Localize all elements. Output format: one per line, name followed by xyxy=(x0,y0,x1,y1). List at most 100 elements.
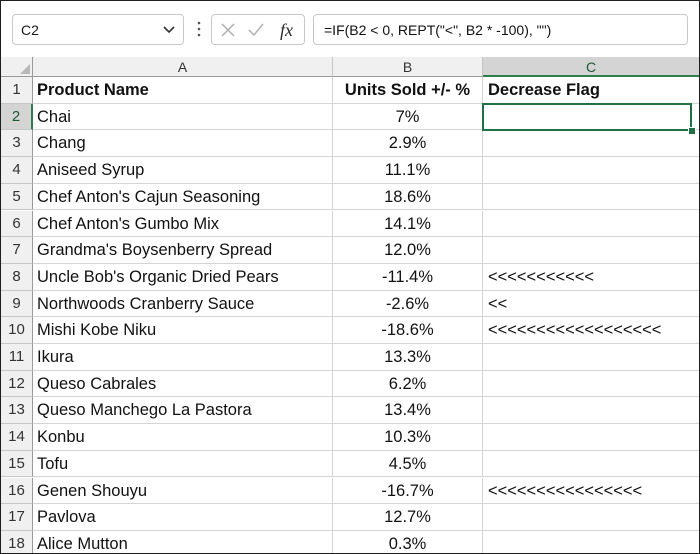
table-row: 10 Mishi Kobe Niku -18.6% <<<<<<<<<<<<<<<<<… xyxy=(1,317,699,344)
column-header-b[interactable]: B xyxy=(333,57,483,77)
row-header[interactable]: 14 xyxy=(1,424,33,451)
select-all-button[interactable] xyxy=(1,57,33,77)
cell-units-sold[interactable]: 4.5% xyxy=(333,450,483,478)
cell-product-name[interactable]: Product Name xyxy=(33,77,333,104)
cell-product-name[interactable]: Konbu xyxy=(33,424,333,451)
column-header-c[interactable]: C xyxy=(483,57,699,77)
fill-handle[interactable] xyxy=(688,127,696,135)
row-header[interactable]: 4 xyxy=(1,157,33,184)
row-header[interactable]: 17 xyxy=(1,504,33,531)
cell-product-name[interactable]: Chef Anton's Cajun Seasoning xyxy=(33,183,333,211)
cell-decrease-flag[interactable]: <<<<<<<<<<<<<<<< xyxy=(483,478,699,505)
cell-product-name[interactable]: Genen Shouyu xyxy=(33,477,333,505)
cell-units-sold[interactable]: 13.3% xyxy=(333,344,483,371)
cell-product-name[interactable]: Northwoods Cranberry Sauce xyxy=(33,290,333,318)
cell-decrease-flag[interactable] xyxy=(483,344,699,371)
cell-decrease-flag[interactable]: <<<<<<<<<<<<<<<<<< xyxy=(483,317,699,344)
cancel-icon[interactable] xyxy=(220,22,236,38)
cell-decrease-flag[interactable]: << xyxy=(483,291,699,318)
row-header[interactable]: 11 xyxy=(1,344,33,371)
worksheet-grid: A B C 1 Product Name Units Sold +/- % Decre… xyxy=(1,57,699,553)
cell-units-sold[interactable]: 18.6% xyxy=(333,183,483,211)
cell-units-sold[interactable]: 14.1% xyxy=(333,210,483,238)
cell-decrease-flag[interactable]: <<<<<<<<<<< xyxy=(483,264,699,291)
cell-units-sold[interactable]: 12.0% xyxy=(333,237,483,264)
cell-product-name[interactable]: Grandma's Boysenberry Spread xyxy=(33,237,333,264)
cell-units-sold[interactable]: 0.3% xyxy=(333,530,483,553)
table-row: 11 Ikura 13.3% xyxy=(1,344,699,371)
cell-units-sold[interactable]: 11.1% xyxy=(333,157,483,184)
cell-units-sold[interactable]: -18.6% xyxy=(333,317,483,344)
cell-decrease-flag[interactable] xyxy=(483,451,699,478)
cell-decrease-flag[interactable] xyxy=(483,184,699,211)
cell-decrease-flag[interactable] xyxy=(483,424,699,451)
cell-decrease-flag[interactable] xyxy=(483,157,699,184)
cell-decrease-flag[interactable] xyxy=(483,237,699,264)
cell-decrease-flag[interactable]: Decrease Flag xyxy=(483,77,699,104)
cell-units-sold[interactable]: 7% xyxy=(333,103,483,131)
select-all-icon xyxy=(20,64,30,74)
row-header[interactable]: 15 xyxy=(1,450,33,478)
name-box-value: C2 xyxy=(21,22,39,38)
table-row: 13 Queso Manchego La Pastora 13.4% xyxy=(1,397,699,425)
cell-decrease-flag[interactable] xyxy=(483,531,699,553)
table-row: 4 Aniseed Syrup 11.1% xyxy=(1,157,699,184)
cell-product-name[interactable]: Ikura xyxy=(33,344,333,371)
row-header[interactable]: 1 xyxy=(1,77,33,104)
enter-icon[interactable] xyxy=(247,22,265,38)
cell-product-name[interactable]: Chai xyxy=(33,103,333,131)
cell-units-sold[interactable]: 12.7% xyxy=(333,504,483,531)
table-row: 5 Chef Anton's Cajun Seasoning 18.6% xyxy=(1,183,699,211)
cell-units-sold[interactable]: -11.4% xyxy=(333,263,483,291)
table-row: 2 Chai 7% xyxy=(1,103,699,131)
row-header[interactable]: 13 xyxy=(1,397,33,425)
table-row: 15 Tofu 4.5% xyxy=(1,450,699,478)
cell-units-sold[interactable]: 2.9% xyxy=(333,130,483,158)
cell-product-name[interactable]: Queso Cabrales xyxy=(33,370,333,398)
name-box[interactable]: C2 xyxy=(12,14,184,45)
table-row: 3 Chang 2.9% xyxy=(1,130,699,158)
cell-units-sold[interactable]: Units Sold +/- % xyxy=(333,77,483,104)
cell-product-name[interactable]: Alice Mutton xyxy=(33,530,333,553)
row-header[interactable]: 3 xyxy=(1,130,33,158)
cell-product-name[interactable]: Pavlova xyxy=(33,504,333,531)
row-header[interactable]: 7 xyxy=(1,237,33,264)
row-header[interactable]: 5 xyxy=(1,183,33,211)
insert-function-button[interactable]: fx xyxy=(280,20,293,40)
cell-units-sold[interactable]: 10.3% xyxy=(333,424,483,451)
cell-units-sold[interactable]: 6.2% xyxy=(333,370,483,398)
cell-decrease-flag[interactable] xyxy=(483,371,699,398)
cell-decrease-flag[interactable] xyxy=(483,130,699,158)
table-row: 6 Chef Anton's Gumbo Mix 14.1% xyxy=(1,210,699,238)
row-header[interactable]: 16 xyxy=(1,477,33,505)
row-header[interactable]: 6 xyxy=(1,210,33,238)
table-row: 17 Pavlova 12.7% xyxy=(1,504,699,531)
cell-units-sold[interactable]: -16.7% xyxy=(333,477,483,505)
cell-decrease-flag[interactable] xyxy=(483,397,699,425)
row-header[interactable]: 9 xyxy=(1,290,33,318)
column-header-a[interactable]: A xyxy=(33,57,333,77)
cell-product-name[interactable]: Uncle Bob's Organic Dried Pears xyxy=(33,263,333,291)
cell-product-name[interactable]: Mishi Kobe Niku xyxy=(33,317,333,344)
chevron-down-icon[interactable] xyxy=(161,21,177,37)
formula-bar: C2 fx =IF(B2 < 0, REPT("<", B2 * -100), … xyxy=(1,1,699,57)
row-header[interactable]: 2 xyxy=(1,103,33,131)
cell-decrease-flag[interactable] xyxy=(483,504,699,531)
cell-product-name[interactable]: Queso Manchego La Pastora xyxy=(33,397,333,425)
table-row: 18 Alice Mutton 0.3% xyxy=(1,530,699,553)
cell-product-name[interactable]: Tofu xyxy=(33,450,333,478)
cell-product-name[interactable]: Chang xyxy=(33,130,333,158)
row-header[interactable]: 18 xyxy=(1,530,33,553)
cell-product-name[interactable]: Aniseed Syrup xyxy=(33,157,333,184)
cell-units-sold[interactable]: -2.6% xyxy=(333,290,483,318)
cell-units-sold[interactable]: 13.4% xyxy=(333,397,483,425)
row-header[interactable]: 10 xyxy=(1,317,33,344)
formula-input[interactable]: =IF(B2 < 0, REPT("<", B2 * -100), "") xyxy=(313,14,688,45)
cell-decrease-flag[interactable] xyxy=(483,211,699,238)
table-row: 7 Grandma's Boysenberry Spread 12.0% xyxy=(1,237,699,264)
more-options-icon[interactable] xyxy=(192,18,206,40)
row-header[interactable]: 8 xyxy=(1,263,33,291)
cell-decrease-flag[interactable] xyxy=(483,104,699,131)
cell-product-name[interactable]: Chef Anton's Gumbo Mix xyxy=(33,210,333,238)
row-header[interactable]: 12 xyxy=(1,370,33,398)
